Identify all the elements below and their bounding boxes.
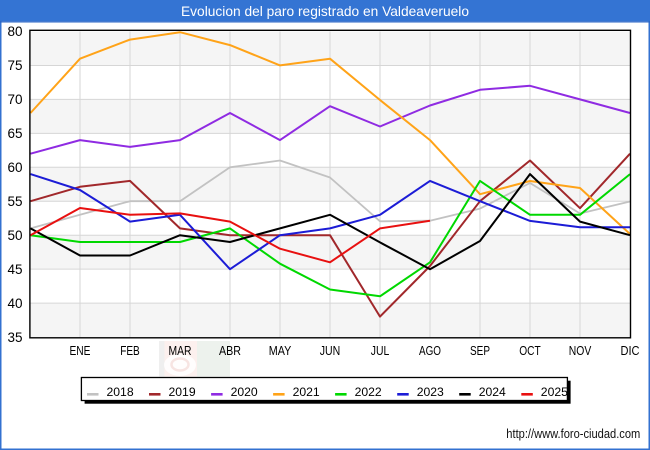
svg-text:2019: 2019 bbox=[169, 385, 196, 399]
svg-text:ABR: ABR bbox=[219, 343, 241, 358]
svg-text:2018: 2018 bbox=[107, 385, 134, 399]
svg-text:DIC: DIC bbox=[621, 343, 640, 358]
svg-text:2023: 2023 bbox=[417, 385, 444, 399]
svg-text:2022: 2022 bbox=[355, 385, 382, 399]
svg-text:65: 65 bbox=[7, 126, 22, 141]
svg-text:2025: 2025 bbox=[541, 385, 568, 399]
svg-text:50: 50 bbox=[7, 228, 22, 243]
svg-text:40: 40 bbox=[7, 296, 22, 311]
svg-text:2024: 2024 bbox=[479, 385, 506, 399]
svg-text:2021: 2021 bbox=[293, 385, 320, 399]
svg-text:OCT: OCT bbox=[519, 343, 541, 358]
svg-text:Evolucion del paro registrado: Evolucion del paro registrado en Valdeav… bbox=[181, 3, 469, 19]
svg-text:60: 60 bbox=[7, 160, 22, 175]
svg-text:AGO: AGO bbox=[419, 343, 441, 358]
svg-text:FEB: FEB bbox=[120, 343, 140, 358]
svg-text:http://www.foro-ciudad.com: http://www.foro-ciudad.com bbox=[506, 426, 640, 441]
svg-text:75: 75 bbox=[7, 58, 22, 73]
svg-text:35: 35 bbox=[7, 330, 22, 345]
svg-text:55: 55 bbox=[7, 194, 22, 209]
svg-text:80: 80 bbox=[7, 24, 22, 39]
svg-text:MAR: MAR bbox=[169, 343, 192, 358]
svg-text:NOV: NOV bbox=[569, 343, 592, 358]
svg-text:SEP: SEP bbox=[470, 343, 490, 358]
svg-text:ENE: ENE bbox=[70, 343, 91, 358]
svg-text:45: 45 bbox=[7, 262, 22, 277]
svg-text:JUL: JUL bbox=[371, 343, 390, 358]
svg-text:JUN: JUN bbox=[320, 343, 341, 358]
svg-text:2020: 2020 bbox=[231, 385, 258, 399]
svg-text:MAY: MAY bbox=[269, 343, 292, 358]
svg-text:70: 70 bbox=[7, 92, 22, 107]
